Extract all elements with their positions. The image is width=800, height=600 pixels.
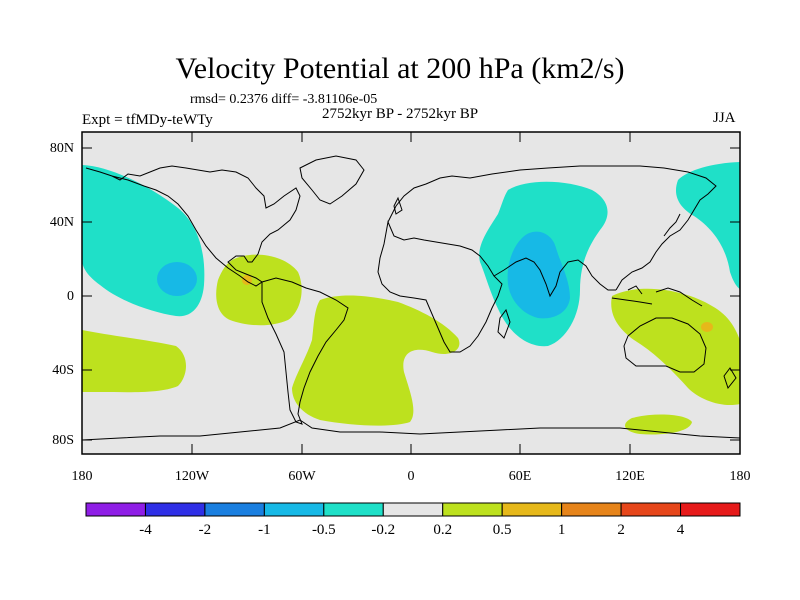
coastlines	[82, 155, 740, 441]
contour-west-pacific-weak	[675, 162, 740, 289]
coast-australia	[623, 317, 707, 373]
coast-europe-africa	[377, 220, 503, 353]
experiment-label: Expt = tfMDy-teWTy	[82, 112, 213, 128]
lat-tick-80n: 80N	[49, 141, 74, 156]
plot-title: Velocity Potential at 200 hPa (km2/s)	[175, 52, 625, 85]
lon-tick-180-left: 180	[71, 469, 93, 484]
lon-tick-180-right: 180	[729, 469, 751, 484]
colorbar-swatch	[680, 502, 741, 517]
colorbar-swatch	[204, 502, 265, 517]
lat-tick-40n: 40N	[49, 215, 74, 230]
colorbar-swatch	[144, 502, 206, 517]
colorbar-swatch	[501, 502, 563, 517]
colorbar-swatch	[263, 502, 325, 517]
lat-tick-80s: 80S	[52, 433, 74, 448]
lon-tick-60e: 60E	[508, 469, 532, 484]
coast-indonesia	[611, 285, 703, 307]
season-label: JJA	[713, 110, 736, 126]
contour-australia-weak	[611, 288, 740, 406]
contour-antarctic-weak	[625, 414, 692, 435]
coast-uk	[393, 196, 403, 215]
contour-south-atlantic-weak	[292, 295, 460, 426]
colorbar-swatch	[323, 502, 384, 517]
contour-australia-mid	[701, 322, 713, 332]
coast-greenland	[299, 155, 365, 205]
coast-south-america	[261, 277, 349, 425]
coast-new-zealand	[723, 367, 737, 390]
lon-tick-60w: 60W	[288, 469, 316, 484]
contour-fills	[82, 162, 740, 435]
colorbar-label: -1	[258, 522, 271, 538]
stats-annotation: rmsd= 0.2376 diff= -3.81106e-05	[190, 92, 378, 107]
period-label: 2752kyr BP - 2752kyr BP	[322, 106, 479, 122]
colorbar-label: -0.5	[311, 522, 336, 538]
contour-north-pacific-mid	[157, 262, 197, 296]
axis-ticks	[81, 132, 741, 454]
colorbar-label: -2	[198, 522, 212, 538]
lon-tick-120e: 120E	[615, 469, 645, 484]
colorbar-label: 4	[676, 522, 685, 538]
coast-north-america	[85, 165, 301, 287]
colorbar-swatch	[85, 502, 146, 517]
colorbar-label: 1	[557, 522, 566, 538]
colorbar-swatch	[442, 502, 503, 517]
colorbar-label: 2	[617, 522, 625, 538]
coast-japan	[663, 213, 681, 237]
contour-central-america-weak	[216, 254, 302, 326]
lat-tick-40s: 40S	[52, 363, 74, 378]
coast-madagascar	[497, 308, 511, 339]
colorbar-label: 0.5	[492, 522, 512, 538]
coast-arabia-india	[493, 257, 616, 298]
lon-tick-120w: 120W	[174, 469, 210, 484]
colorbar-label: -4	[139, 522, 152, 538]
contour-south-pacific-weak	[82, 330, 186, 393]
coast-eurasia-north	[387, 165, 717, 291]
contour-asia-mid	[507, 231, 570, 319]
colorbar-label: -0.2	[371, 522, 396, 538]
colorbar-swatch	[620, 502, 682, 517]
colorbar-label: 0.2	[433, 522, 453, 538]
lon-tick-0: 0	[407, 469, 415, 484]
coast-antarctica	[82, 419, 740, 441]
lat-tick-0: 0	[67, 289, 74, 304]
colorbar-swatch	[382, 502, 444, 517]
colorbar	[85, 502, 741, 517]
colorbar-swatch	[561, 502, 622, 517]
